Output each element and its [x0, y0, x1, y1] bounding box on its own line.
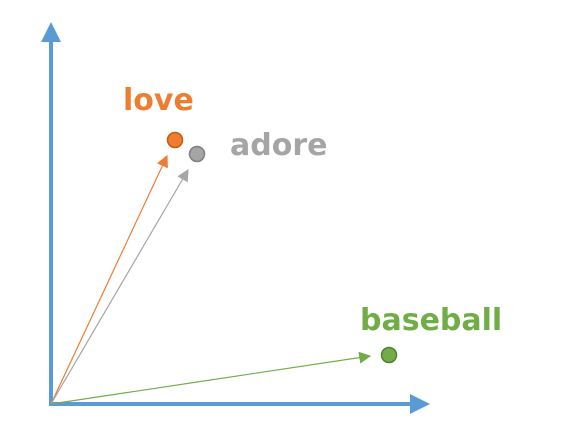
label-baseball: baseball	[360, 303, 502, 338]
vector-baseball-point	[380, 346, 398, 364]
vector-adore-arrow	[50, 168, 189, 405]
label-adore: adore	[230, 128, 327, 163]
label-love: love	[123, 83, 194, 118]
vector-love-point	[166, 131, 184, 149]
vector-love-arrow	[50, 154, 168, 405]
vector-adore-point	[188, 145, 206, 163]
vector-baseball-arrow	[50, 351, 372, 405]
